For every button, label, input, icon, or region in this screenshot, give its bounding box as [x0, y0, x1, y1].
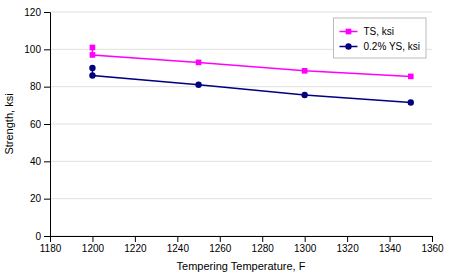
legend-box	[333, 18, 426, 58]
legend-label: TS, ksi	[363, 26, 394, 37]
tick: 1300	[294, 236, 317, 254]
tick-mark	[305, 236, 306, 242]
tick-mark	[432, 236, 433, 242]
legend-item: 0.2% YS, ksi	[339, 41, 420, 52]
tick-label: 1300	[294, 243, 317, 254]
tick-mark	[347, 236, 348, 242]
tick: 1220	[124, 236, 147, 254]
tick: 1360	[421, 236, 444, 254]
tick: 80	[30, 81, 50, 92]
tick: 120	[24, 7, 50, 18]
tick: 1280	[252, 236, 275, 254]
tick: 60	[30, 119, 50, 130]
marker	[89, 72, 95, 78]
tick-label: 20	[30, 193, 42, 204]
tick-mark	[44, 124, 50, 125]
marker	[301, 92, 307, 98]
y-axis: 0 20 40 60 80 100 120	[24, 7, 50, 242]
x-axis: 1180 1200 1220 1240 1260 1280 1300 1320 1340 1360	[40, 236, 444, 254]
tick-mark	[135, 236, 136, 242]
legend-label: 0.2% YS, ksi	[363, 41, 420, 52]
tick: 0	[35, 231, 50, 242]
tick-label: 1340	[379, 243, 402, 254]
tick: 1180	[40, 236, 62, 254]
tick: 100	[24, 44, 50, 55]
grid-line	[50, 86, 432, 87]
legend-marker	[345, 43, 351, 49]
tick-label: 1260	[209, 243, 232, 254]
marker	[408, 74, 414, 80]
marker	[196, 60, 202, 66]
tick-mark	[44, 12, 50, 13]
chart: 1180120012201240126012801300132013401360…	[0, 0, 450, 278]
grid-line	[50, 161, 432, 162]
tick-mark	[390, 236, 391, 242]
tick-label: 120	[24, 7, 41, 18]
tick-label: 1180	[40, 243, 62, 254]
tick-label: 1360	[421, 243, 444, 254]
tick-label: 1220	[124, 243, 147, 254]
marker	[90, 52, 96, 58]
tick-label: 80	[30, 81, 42, 92]
tick-label: 0	[35, 231, 41, 242]
legend-marker	[346, 29, 352, 35]
marker	[195, 82, 201, 88]
axis-line	[51, 237, 433, 243]
axis-line	[44, 13, 51, 237]
marker	[90, 45, 96, 51]
tick: 20	[30, 193, 50, 204]
tick-mark	[44, 199, 50, 200]
legend: TS, ksi 0.2% YS, ksi	[333, 18, 426, 58]
tick: 1320	[336, 236, 359, 254]
tick: 1240	[167, 236, 190, 254]
marker	[302, 68, 308, 74]
tick-mark	[262, 236, 263, 242]
tick-label: 1200	[82, 243, 105, 254]
tick-mark	[44, 161, 50, 162]
tick-mark	[44, 236, 50, 237]
tick: 40	[30, 156, 50, 167]
tick-label: 1240	[167, 243, 190, 254]
grid-line	[50, 124, 432, 125]
tick-mark	[220, 236, 221, 242]
x-axis-title: Tempering Temperature, F	[177, 260, 306, 272]
tick: 1260	[209, 236, 232, 254]
series-line	[92, 68, 410, 103]
tick: 1200	[82, 236, 105, 254]
tick-mark	[44, 49, 50, 50]
marker	[89, 65, 95, 71]
marker	[408, 99, 414, 105]
tick: 1340	[379, 236, 402, 254]
y-axis-title: Strength, ksi	[3, 93, 15, 154]
tick-label: 100	[24, 44, 41, 55]
tick-label: 1320	[336, 243, 359, 254]
tick-label: 40	[30, 156, 42, 167]
legend-item: TS, ksi	[339, 26, 394, 37]
tick-mark	[92, 236, 93, 242]
grid	[50, 12, 432, 236]
grid-line	[50, 198, 432, 199]
tick-label: 1280	[252, 243, 275, 254]
tick-mark	[44, 87, 50, 88]
tick-label: 60	[30, 119, 42, 130]
grid-line	[50, 12, 432, 13]
plot: 1180120012201240126012801300132013401360…	[24, 7, 444, 254]
tick-mark	[177, 236, 178, 242]
